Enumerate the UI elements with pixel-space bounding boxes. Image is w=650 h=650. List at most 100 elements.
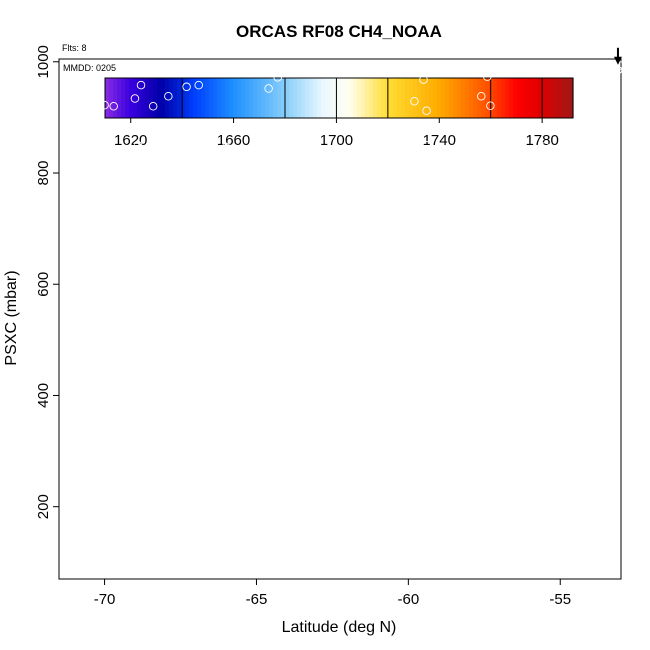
sample-point bbox=[212, 373, 222, 382]
sample-point bbox=[164, 92, 173, 101]
colorbar-segment bbox=[277, 78, 282, 118]
sample-point bbox=[258, 428, 267, 437]
sample-point bbox=[613, 65, 623, 75]
colorbar-segment bbox=[521, 78, 526, 118]
sample-point bbox=[72, 141, 82, 151]
colorbar-segment bbox=[473, 78, 478, 118]
sample-point bbox=[185, 507, 194, 516]
y-axis: 200 400 600 800 1000 bbox=[35, 45, 59, 519]
sample-point bbox=[598, 140, 608, 150]
sample-point bbox=[379, 364, 389, 374]
colorbar-segment bbox=[377, 78, 382, 118]
colorbar-segment bbox=[109, 78, 114, 118]
sample-point bbox=[458, 507, 468, 516]
y-tick-label: 400 bbox=[35, 383, 52, 408]
colorbar-segment bbox=[541, 78, 546, 118]
colorbar-segment bbox=[329, 78, 334, 118]
x-tick-label: -55 bbox=[549, 591, 571, 608]
sample-point bbox=[282, 192, 292, 201]
colorbar-segment bbox=[389, 78, 394, 118]
sample-point bbox=[94, 82, 103, 92]
sample-point bbox=[595, 197, 604, 206]
colorbar-segment bbox=[537, 78, 542, 118]
colorbar-segment bbox=[113, 78, 118, 118]
sample-point bbox=[145, 149, 155, 159]
sample-point bbox=[85, 291, 94, 300]
sample-point bbox=[91, 251, 100, 261]
colorbar-segment bbox=[461, 78, 466, 118]
sample-point bbox=[355, 435, 364, 444]
sample-point bbox=[191, 192, 200, 202]
colorbar-segment bbox=[265, 78, 270, 118]
sample-point bbox=[391, 291, 401, 301]
sample-point bbox=[130, 94, 140, 103]
colorbar-segment bbox=[257, 78, 262, 118]
sample-point bbox=[349, 396, 358, 406]
sample-point bbox=[264, 84, 273, 93]
colorbar-segment bbox=[549, 78, 554, 118]
colorbar-segment bbox=[233, 78, 238, 118]
sample-point bbox=[549, 424, 559, 434]
date-note: MMDD: 0205 bbox=[63, 63, 116, 73]
sample-point bbox=[66, 80, 76, 90]
sample-point bbox=[285, 507, 295, 516]
sample-point bbox=[91, 93, 100, 102]
colorbar-segment bbox=[349, 78, 354, 118]
colorbar-segment bbox=[261, 78, 266, 118]
colorbar-segment bbox=[289, 78, 294, 118]
sample-point bbox=[501, 192, 510, 201]
sample-point bbox=[221, 142, 231, 152]
sample-point bbox=[197, 507, 207, 516]
sample-point bbox=[328, 364, 337, 374]
sample-point bbox=[388, 325, 398, 335]
sample-point bbox=[191, 127, 200, 136]
colorbar-segment bbox=[505, 78, 510, 118]
colorbar-segment bbox=[193, 78, 198, 118]
colorbar-segment bbox=[173, 78, 178, 118]
colorbar-frame bbox=[104, 77, 574, 119]
sample-point bbox=[312, 252, 322, 261]
colorbar-segment bbox=[381, 78, 386, 118]
sample-point bbox=[592, 258, 601, 267]
colorbar-segment bbox=[213, 78, 218, 118]
colorbar-segment bbox=[365, 78, 370, 118]
sample-point bbox=[246, 378, 255, 388]
sample-point bbox=[148, 102, 158, 111]
colorbar-segment bbox=[153, 78, 158, 118]
colorbar-segment bbox=[169, 78, 174, 118]
sample-point bbox=[133, 140, 143, 150]
sample-point bbox=[276, 251, 286, 260]
colorbar-segment bbox=[393, 78, 398, 118]
colorbar-segment bbox=[181, 78, 186, 118]
colorbar-segment bbox=[121, 78, 126, 118]
colorbar-segment bbox=[345, 78, 350, 118]
sample-point bbox=[473, 507, 483, 516]
sample-point bbox=[182, 82, 191, 92]
sample-point bbox=[124, 405, 134, 414]
colorbar-segment bbox=[305, 78, 310, 118]
sample-point bbox=[343, 422, 352, 432]
colorbar-tick-label: 1660 bbox=[217, 132, 250, 149]
colorbar-segment bbox=[485, 78, 490, 118]
y-tick-label: 200 bbox=[35, 494, 52, 519]
colorbar-segment bbox=[245, 78, 250, 118]
colorbar-segment bbox=[241, 78, 246, 118]
colorbar-segment bbox=[225, 78, 230, 118]
colorbar-segment bbox=[465, 78, 470, 118]
colorbar-segment bbox=[569, 78, 574, 118]
colorbar-segment bbox=[453, 78, 458, 118]
sample-point bbox=[103, 387, 112, 396]
colorbar-segment bbox=[397, 78, 402, 118]
sample-point bbox=[148, 427, 158, 436]
colorbar-segment bbox=[425, 78, 430, 118]
colorbar-tick-label: 1700 bbox=[320, 132, 353, 149]
sample-points bbox=[60, 61, 626, 516]
sample-point bbox=[136, 80, 146, 90]
sample-point bbox=[79, 208, 88, 218]
colorbar-segment bbox=[509, 78, 514, 118]
colorbar-segment bbox=[165, 78, 170, 118]
sample-point bbox=[583, 296, 592, 306]
sample-point bbox=[422, 140, 431, 150]
sample-point bbox=[419, 75, 428, 84]
plot-frame bbox=[58, 58, 622, 580]
